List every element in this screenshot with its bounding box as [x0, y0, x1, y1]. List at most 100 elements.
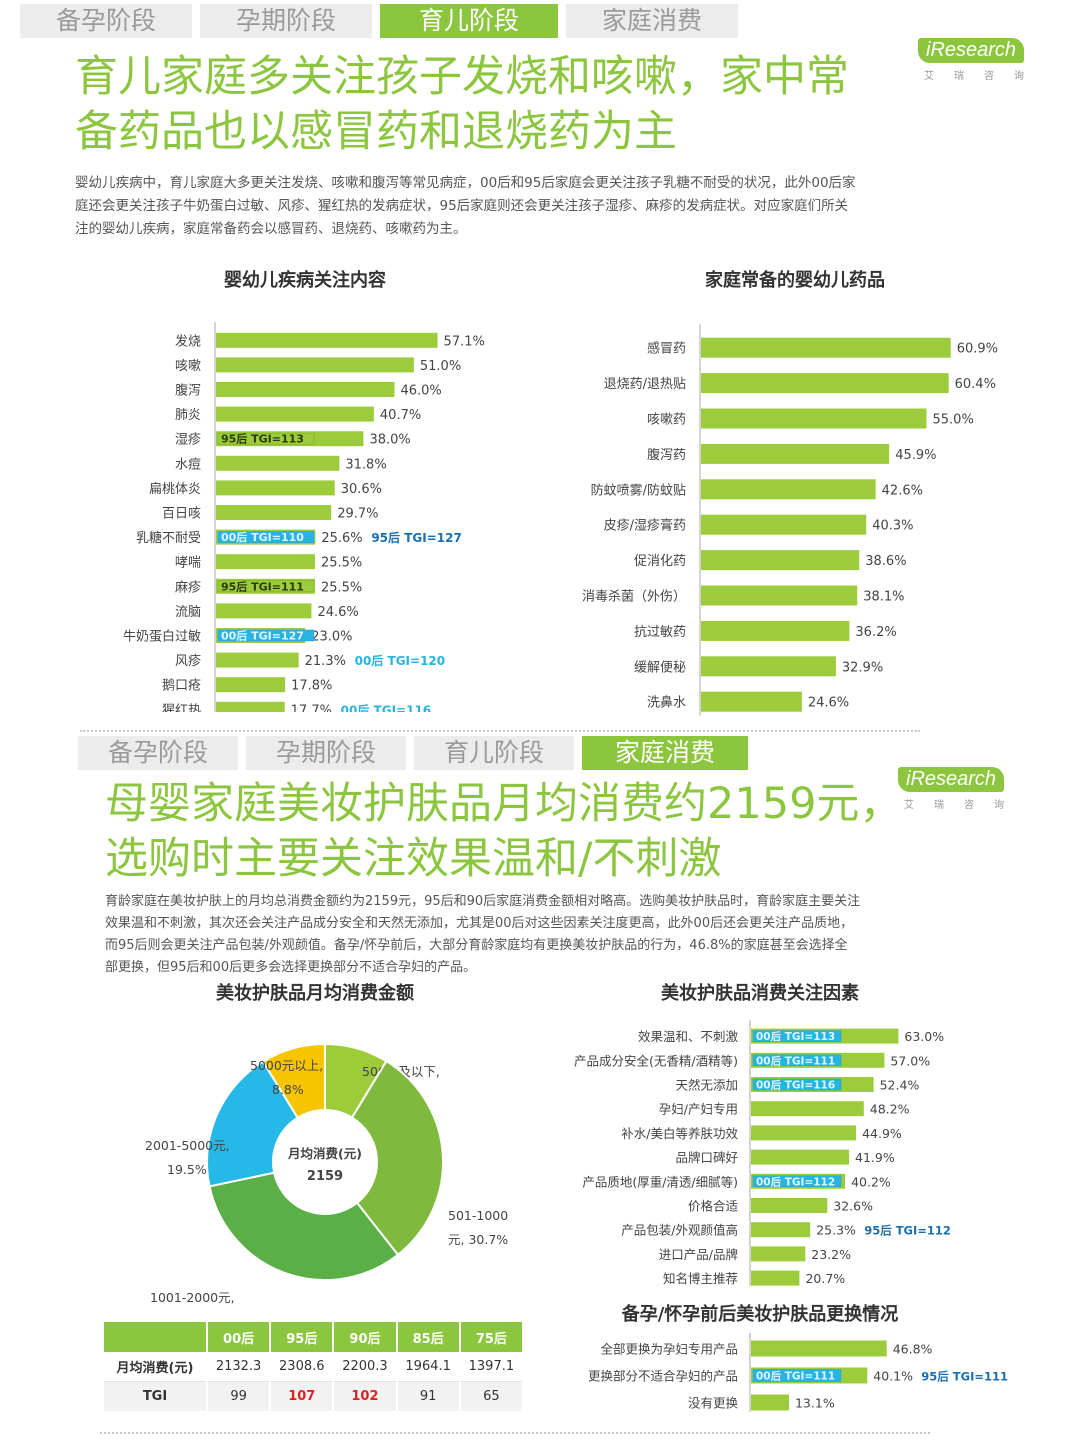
bar: [751, 1149, 850, 1165]
stage-tabs: 备孕阶段 孕期阶段 育儿阶段 家庭消费: [20, 4, 738, 38]
bar: [701, 479, 876, 500]
bar: [216, 652, 299, 668]
value-label: 29.7%: [337, 507, 378, 522]
tgi-badge: [752, 1030, 842, 1042]
bar: [751, 1394, 789, 1411]
bar: [216, 406, 374, 422]
tgi-badge: [217, 580, 315, 593]
tgi-badge: [752, 1175, 842, 1188]
tgi-badge: [752, 1078, 842, 1091]
value-label: 52.4%: [880, 1078, 920, 1093]
donut-center-value: 2159: [307, 1169, 343, 1184]
panel-childcare: 备孕阶段 孕期阶段 育儿阶段 家庭消费 iResearch 艾瑞咨询 育儿家庭多…: [20, 4, 1025, 732]
tab-preparation[interactable]: 备孕阶段: [78, 736, 238, 770]
tgi-badge: [217, 531, 315, 543]
value-label: 25.5%: [321, 556, 362, 571]
bar: [751, 1340, 887, 1357]
brand-name: iResearch: [898, 767, 1005, 792]
category-label: 腹泻药: [647, 447, 686, 463]
category-label: 产品包装/外观颜值高: [621, 1223, 738, 1238]
table-cell-highlight: 107: [270, 1381, 335, 1411]
chart-title: 备孕/怀孕前后美妆护肤品更换情况: [621, 1304, 899, 1325]
tab-childcare[interactable]: 育儿阶段: [380, 4, 558, 38]
table-row-label: 月均消费(元): [104, 1352, 208, 1382]
donut-slice: [261, 1042, 326, 1120]
category-label: 牛奶蛋白过敏: [123, 629, 201, 645]
slice-label: 2001-5000元,: [145, 1138, 230, 1153]
table-header-cell: [104, 1322, 208, 1352]
slice-value-label: 8.8%: [272, 1082, 304, 1097]
category-label: 哮喘: [175, 555, 201, 571]
value-label: 17.7%: [291, 703, 332, 712]
tab-pregnancy[interactable]: 孕期阶段: [200, 4, 372, 38]
table-row: 月均消费(元) 2132.3 2308.6 2200.3 1964.1 1397…: [104, 1352, 525, 1382]
donut-slice: [350, 1059, 444, 1257]
table-header-cell: 85后: [396, 1322, 461, 1352]
tgi-badge-label: 00后 TGI=111: [756, 1370, 835, 1383]
bar: [701, 550, 860, 571]
value-label: 48.2%: [870, 1102, 910, 1117]
tab-childcare[interactable]: 育儿阶段: [414, 736, 574, 770]
tgi-badge: [217, 629, 315, 642]
value-label: 46.8%: [893, 1342, 933, 1357]
bar: [701, 337, 951, 358]
category-label: 全部更换为孕妇专用产品: [600, 1342, 738, 1357]
donut-center-label: 月均消费(元): [287, 1146, 362, 1161]
headline-line: 育儿家庭多关注孩子发烧和咳嗽，家中常: [75, 52, 849, 102]
tgi-annotation: 95后 TGI=112: [864, 1224, 951, 1238]
category-label: 猩红热: [162, 702, 201, 712]
headline: 育儿家庭多关注孩子发烧和咳嗽，家中常 备药品也以感冒药和退烧药为主: [75, 50, 849, 160]
slice-label: 5000元以上,: [250, 1058, 323, 1073]
slice-value-label: 元, 30.7%: [448, 1232, 508, 1247]
value-label: 41.9%: [855, 1150, 895, 1165]
category-label: 风疹: [175, 653, 201, 669]
value-label: 63.0%: [904, 1029, 944, 1044]
value-label: 38.1%: [863, 590, 904, 605]
value-label: 30.6%: [341, 482, 382, 497]
bar: [216, 357, 414, 373]
tgi-badge-label: 00后 TGI=110: [221, 530, 304, 544]
tab-family-consumption[interactable]: 家庭消费: [566, 4, 738, 38]
value-label: 40.7%: [380, 408, 421, 423]
value-label: 25.6%: [321, 531, 362, 546]
value-label: 46.0%: [400, 384, 441, 399]
category-label: 抗过敏药: [634, 625, 686, 640]
table-header-cell: 00后: [207, 1322, 272, 1352]
category-label: 发烧: [175, 333, 201, 349]
tgi-annotation: 00后 TGI=120: [355, 653, 445, 668]
tgi-badge-label: 00后 TGI=116: [756, 1079, 835, 1092]
bar: [701, 408, 927, 429]
generation-spend-table: 00后 95后 90后 85后 75后 月均消费(元) 2132.3 2308.…: [104, 1322, 525, 1411]
intro-line: 部更换，但95后和00后更多会选择更换部分不适合孕妇的产品。: [105, 960, 477, 975]
category-label: 知名博主推荐: [663, 1271, 738, 1286]
category-label: 鹅口疮: [162, 678, 201, 694]
bar: [751, 1101, 864, 1117]
value-label: 60.4%: [955, 377, 996, 392]
table-cell: 2132.3: [207, 1352, 272, 1382]
tab-family-consumption[interactable]: 家庭消费: [582, 736, 748, 770]
table-cell: 91: [396, 1381, 461, 1411]
value-label: 13.1%: [795, 1396, 835, 1411]
category-label: 流脑: [175, 605, 201, 620]
tgi-badge-label: 95后 TGI=113: [221, 432, 304, 446]
tab-preparation[interactable]: 备孕阶段: [20, 4, 192, 38]
intro-paragraph: 婴幼儿疾病中，育儿家庭大多更关注发烧、咳嗽和腹泻等常见病症，00后和95后家庭会…: [75, 172, 1025, 241]
bar: [216, 455, 340, 471]
category-label: 进口产品/品牌: [659, 1247, 738, 1262]
donut-slice: [208, 1171, 400, 1281]
value-label: 23.0%: [311, 630, 352, 645]
tab-pregnancy[interactable]: 孕期阶段: [246, 736, 406, 770]
category-label: 腹泻: [175, 383, 201, 399]
tgi-annotation: 95后 TGI=127: [371, 530, 461, 545]
footnote-divider: [100, 1432, 930, 1436]
bar: [216, 554, 315, 570]
category-label: 咳嗽: [175, 359, 201, 374]
value-label: 38.6%: [865, 554, 906, 569]
table-cell: 99: [207, 1381, 272, 1411]
category-label: 皮疹/湿疹膏药: [604, 518, 686, 534]
bar: [216, 480, 335, 496]
category-label: 百日咳: [162, 507, 201, 522]
tgi-badge: [752, 1369, 842, 1382]
category-label: 产品成分安全(无香精/酒精等): [574, 1053, 738, 1068]
